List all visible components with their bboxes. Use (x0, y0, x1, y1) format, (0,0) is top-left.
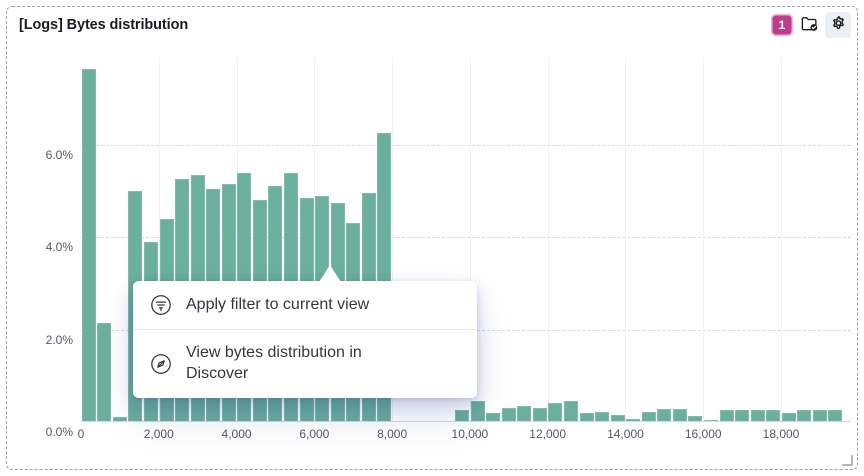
gridline-horizontal (81, 144, 851, 146)
gridline-vertical (236, 57, 238, 422)
gridline-vertical (625, 57, 627, 422)
gridline-vertical (392, 57, 394, 422)
gridline-vertical (547, 57, 549, 422)
x-axis-tick-label: 6,000 (299, 427, 330, 441)
y-axis-tick-label: 2.0% (45, 332, 73, 347)
y-axis-tick-label: 6.0% (45, 147, 73, 162)
panel-settings-button[interactable] (825, 12, 851, 38)
bar[interactable] (532, 408, 547, 422)
axis-baseline (81, 421, 851, 422)
bar[interactable] (501, 408, 516, 422)
x-axis-tick-label: 18,000 (762, 427, 800, 441)
menu-item-label: View bytes distribution in Discover (186, 344, 362, 382)
x-axis-labels: 0 2,000 4,000 6,000 8,000 10,000 12,000 14,000 1… (77, 427, 851, 447)
panel-title: [Logs] Bytes distribution (19, 17, 189, 33)
compass-icon (150, 353, 172, 375)
x-axis-tick-label: 10,000 (451, 427, 489, 441)
filter-count-badge[interactable]: 1 (771, 14, 793, 36)
bar[interactable] (564, 401, 578, 422)
bar[interactable] (548, 402, 563, 422)
menu-item-apply-filter[interactable]: Apply filter to current view (133, 281, 477, 329)
x-axis-tick-label: 0 (77, 427, 85, 441)
y-axis-tick-label: 0.0% (45, 425, 73, 439)
filter-icon (150, 294, 172, 316)
gridline-vertical (314, 57, 316, 422)
bar[interactable] (517, 405, 532, 422)
gridline-vertical (781, 57, 782, 422)
x-axis-tick-label: 12,000 (529, 427, 567, 441)
gridline-horizontal (81, 237, 851, 239)
dashboard-panel: [Logs] Bytes distribution 1 (6, 6, 858, 470)
x-axis-tick-label: 16,000 (684, 427, 722, 441)
bar[interactable] (81, 68, 96, 422)
gridline-vertical (158, 57, 160, 422)
bar[interactable] (470, 401, 485, 422)
bar[interactable] (97, 322, 112, 422)
resize-handle-icon[interactable] (841, 453, 853, 466)
x-axis-tick-label: 8,000 (377, 427, 408, 441)
chart-context-menu: Apply filter to current view View bytes … (133, 281, 477, 398)
folder-check-icon (800, 14, 819, 36)
panel-header: [Logs] Bytes distribution 1 (7, 7, 857, 47)
gridline-vertical (703, 57, 705, 422)
gridline-vertical (469, 57, 471, 422)
x-axis-tick-label: 4,000 (221, 427, 252, 441)
x-axis-tick-label: 2,000 (143, 427, 174, 441)
y-axis-labels: 0.0% 2.0% 4.0% 6.0% (7, 57, 73, 439)
y-axis-tick-label: 4.0% (45, 240, 73, 255)
chart-area: 0.0% 2.0% 4.0% 6.0% 0 2,000 4,000 6,000 8,000 10… (7, 47, 859, 471)
menu-item-label: Apply filter to current view (186, 295, 370, 313)
gear-icon (829, 14, 848, 36)
menu-item-view-in-discover[interactable]: View bytes distribution in Discover (133, 329, 477, 398)
x-axis-tick-label: 14,000 (607, 427, 644, 441)
folder-check-button[interactable] (796, 12, 822, 38)
panel-header-controls: 1 (771, 12, 851, 38)
